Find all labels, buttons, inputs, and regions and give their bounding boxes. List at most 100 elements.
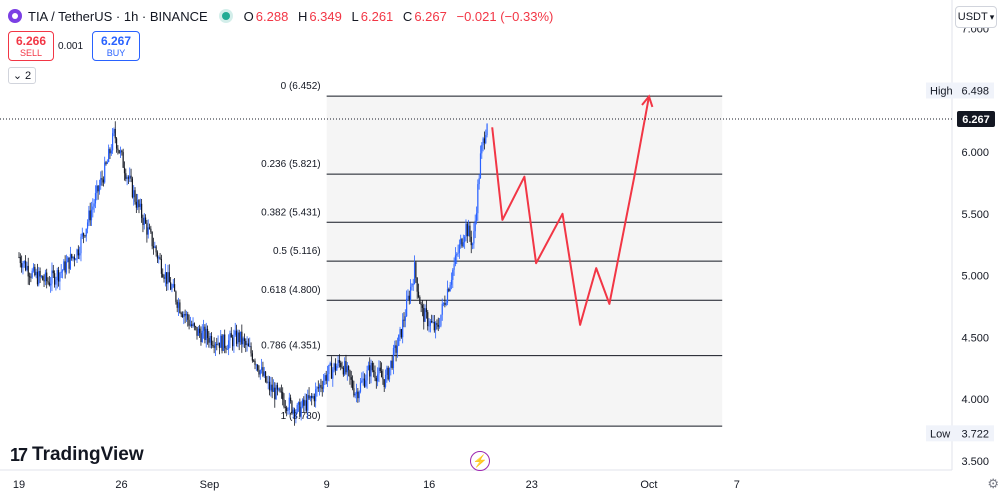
candle-body <box>183 314 185 318</box>
candle-body <box>228 340 230 350</box>
candle-body <box>114 129 116 139</box>
candle-body <box>373 370 375 373</box>
candle-body <box>380 370 383 378</box>
candle-body <box>431 321 433 323</box>
candle-body <box>67 257 69 263</box>
candle-body <box>465 223 467 237</box>
candle-body <box>359 382 362 392</box>
candle-body <box>84 235 86 237</box>
candle-body <box>224 334 226 348</box>
candle-body <box>284 407 286 408</box>
candle-body <box>55 280 57 285</box>
candle-body <box>53 273 56 285</box>
indicators-collapse-button[interactable]: ⌄ 2 <box>8 67 36 84</box>
currency-label: USDT <box>957 11 988 23</box>
candle-body <box>151 231 153 247</box>
ohlc-values: O 6.288 H 6.349 L 6.261 C 6.267 −0.021 (−0.3… <box>244 9 560 24</box>
candle-body <box>187 314 189 320</box>
candle-body <box>26 265 28 270</box>
candle-body <box>59 272 61 282</box>
candle-body <box>133 190 135 198</box>
candle-body <box>435 322 437 331</box>
sell-button[interactable]: 6.266 SELL <box>8 31 54 61</box>
candle-body <box>320 385 322 388</box>
candle-body <box>173 284 176 292</box>
symbol-title[interactable]: TIA / TetherUS · 1h · BINANCE <box>28 8 208 24</box>
candle-body <box>167 272 169 284</box>
market-open-status-icon <box>221 12 230 20</box>
candle-body <box>263 371 265 376</box>
currency-button[interactable]: USDT ▾ <box>955 6 997 28</box>
candle-body <box>251 353 253 361</box>
candle-body <box>35 271 37 276</box>
low-marker-value: 3.722 <box>961 428 989 440</box>
fib-level-label: 0.382 (5.431) <box>261 207 321 218</box>
candle-body <box>458 244 460 253</box>
candle-body <box>279 388 281 392</box>
buy-button[interactable]: 6.267 BUY <box>92 31 140 61</box>
candle-body <box>210 335 213 346</box>
candle-body <box>72 256 74 259</box>
candle-body <box>255 364 257 366</box>
tradingview-logo[interactable]: 17 TradingView <box>10 444 144 466</box>
candle-body <box>204 326 206 341</box>
candle-body <box>336 365 338 371</box>
candle-body <box>257 364 259 371</box>
candle-body <box>258 370 260 375</box>
candle-series <box>18 121 488 426</box>
candle-body <box>113 129 115 134</box>
candle-body <box>80 236 82 254</box>
candle-body <box>50 283 52 286</box>
candle-body <box>432 321 434 323</box>
candle-body <box>247 343 250 347</box>
high-value: 6.349 <box>309 8 342 24</box>
candle-body <box>470 236 472 246</box>
candle-body <box>342 367 344 375</box>
lightning-bolt-icon[interactable]: ⚡ <box>470 451 490 471</box>
candle-body <box>148 227 151 229</box>
candle-body <box>440 314 442 326</box>
candle-body <box>86 222 89 229</box>
candle-body <box>225 347 227 350</box>
candle-body <box>286 407 288 411</box>
candle-body <box>370 362 372 377</box>
candle-body <box>144 217 147 224</box>
candle-body <box>462 242 464 247</box>
candle-body <box>344 361 346 375</box>
candle-body <box>213 345 215 348</box>
candle-body <box>30 276 32 278</box>
candle-body <box>449 284 451 292</box>
candle-body <box>105 162 107 164</box>
candle-body <box>374 372 376 379</box>
candle-body <box>283 399 285 408</box>
candle-body <box>179 302 181 313</box>
candle-body <box>218 342 221 348</box>
buy-label: BUY <box>106 48 126 58</box>
candle-body <box>406 298 408 317</box>
x-tick-label: Oct <box>640 479 657 491</box>
candle-body <box>175 291 177 302</box>
candle-body <box>22 263 24 268</box>
candle-body <box>139 203 141 207</box>
candle-body <box>466 223 468 237</box>
candle-body <box>18 256 20 258</box>
candle-body <box>142 217 144 225</box>
high-marker-bg <box>926 82 994 99</box>
candle-body <box>395 345 397 353</box>
candle-body <box>375 378 377 382</box>
candle-body <box>88 210 90 223</box>
candle-body <box>134 190 136 202</box>
candle-body <box>361 380 363 383</box>
gear-icon[interactable]: ⚙ <box>987 476 999 491</box>
candle-body <box>330 363 333 379</box>
candle-body <box>486 124 488 136</box>
candle-body <box>208 337 210 343</box>
candle-body <box>172 284 174 287</box>
candle-body <box>191 324 193 326</box>
candle-body <box>238 332 240 343</box>
candle-body <box>307 395 309 411</box>
candle-body <box>93 203 95 207</box>
forecast-line <box>491 96 650 326</box>
tia-coin-icon <box>8 9 22 23</box>
